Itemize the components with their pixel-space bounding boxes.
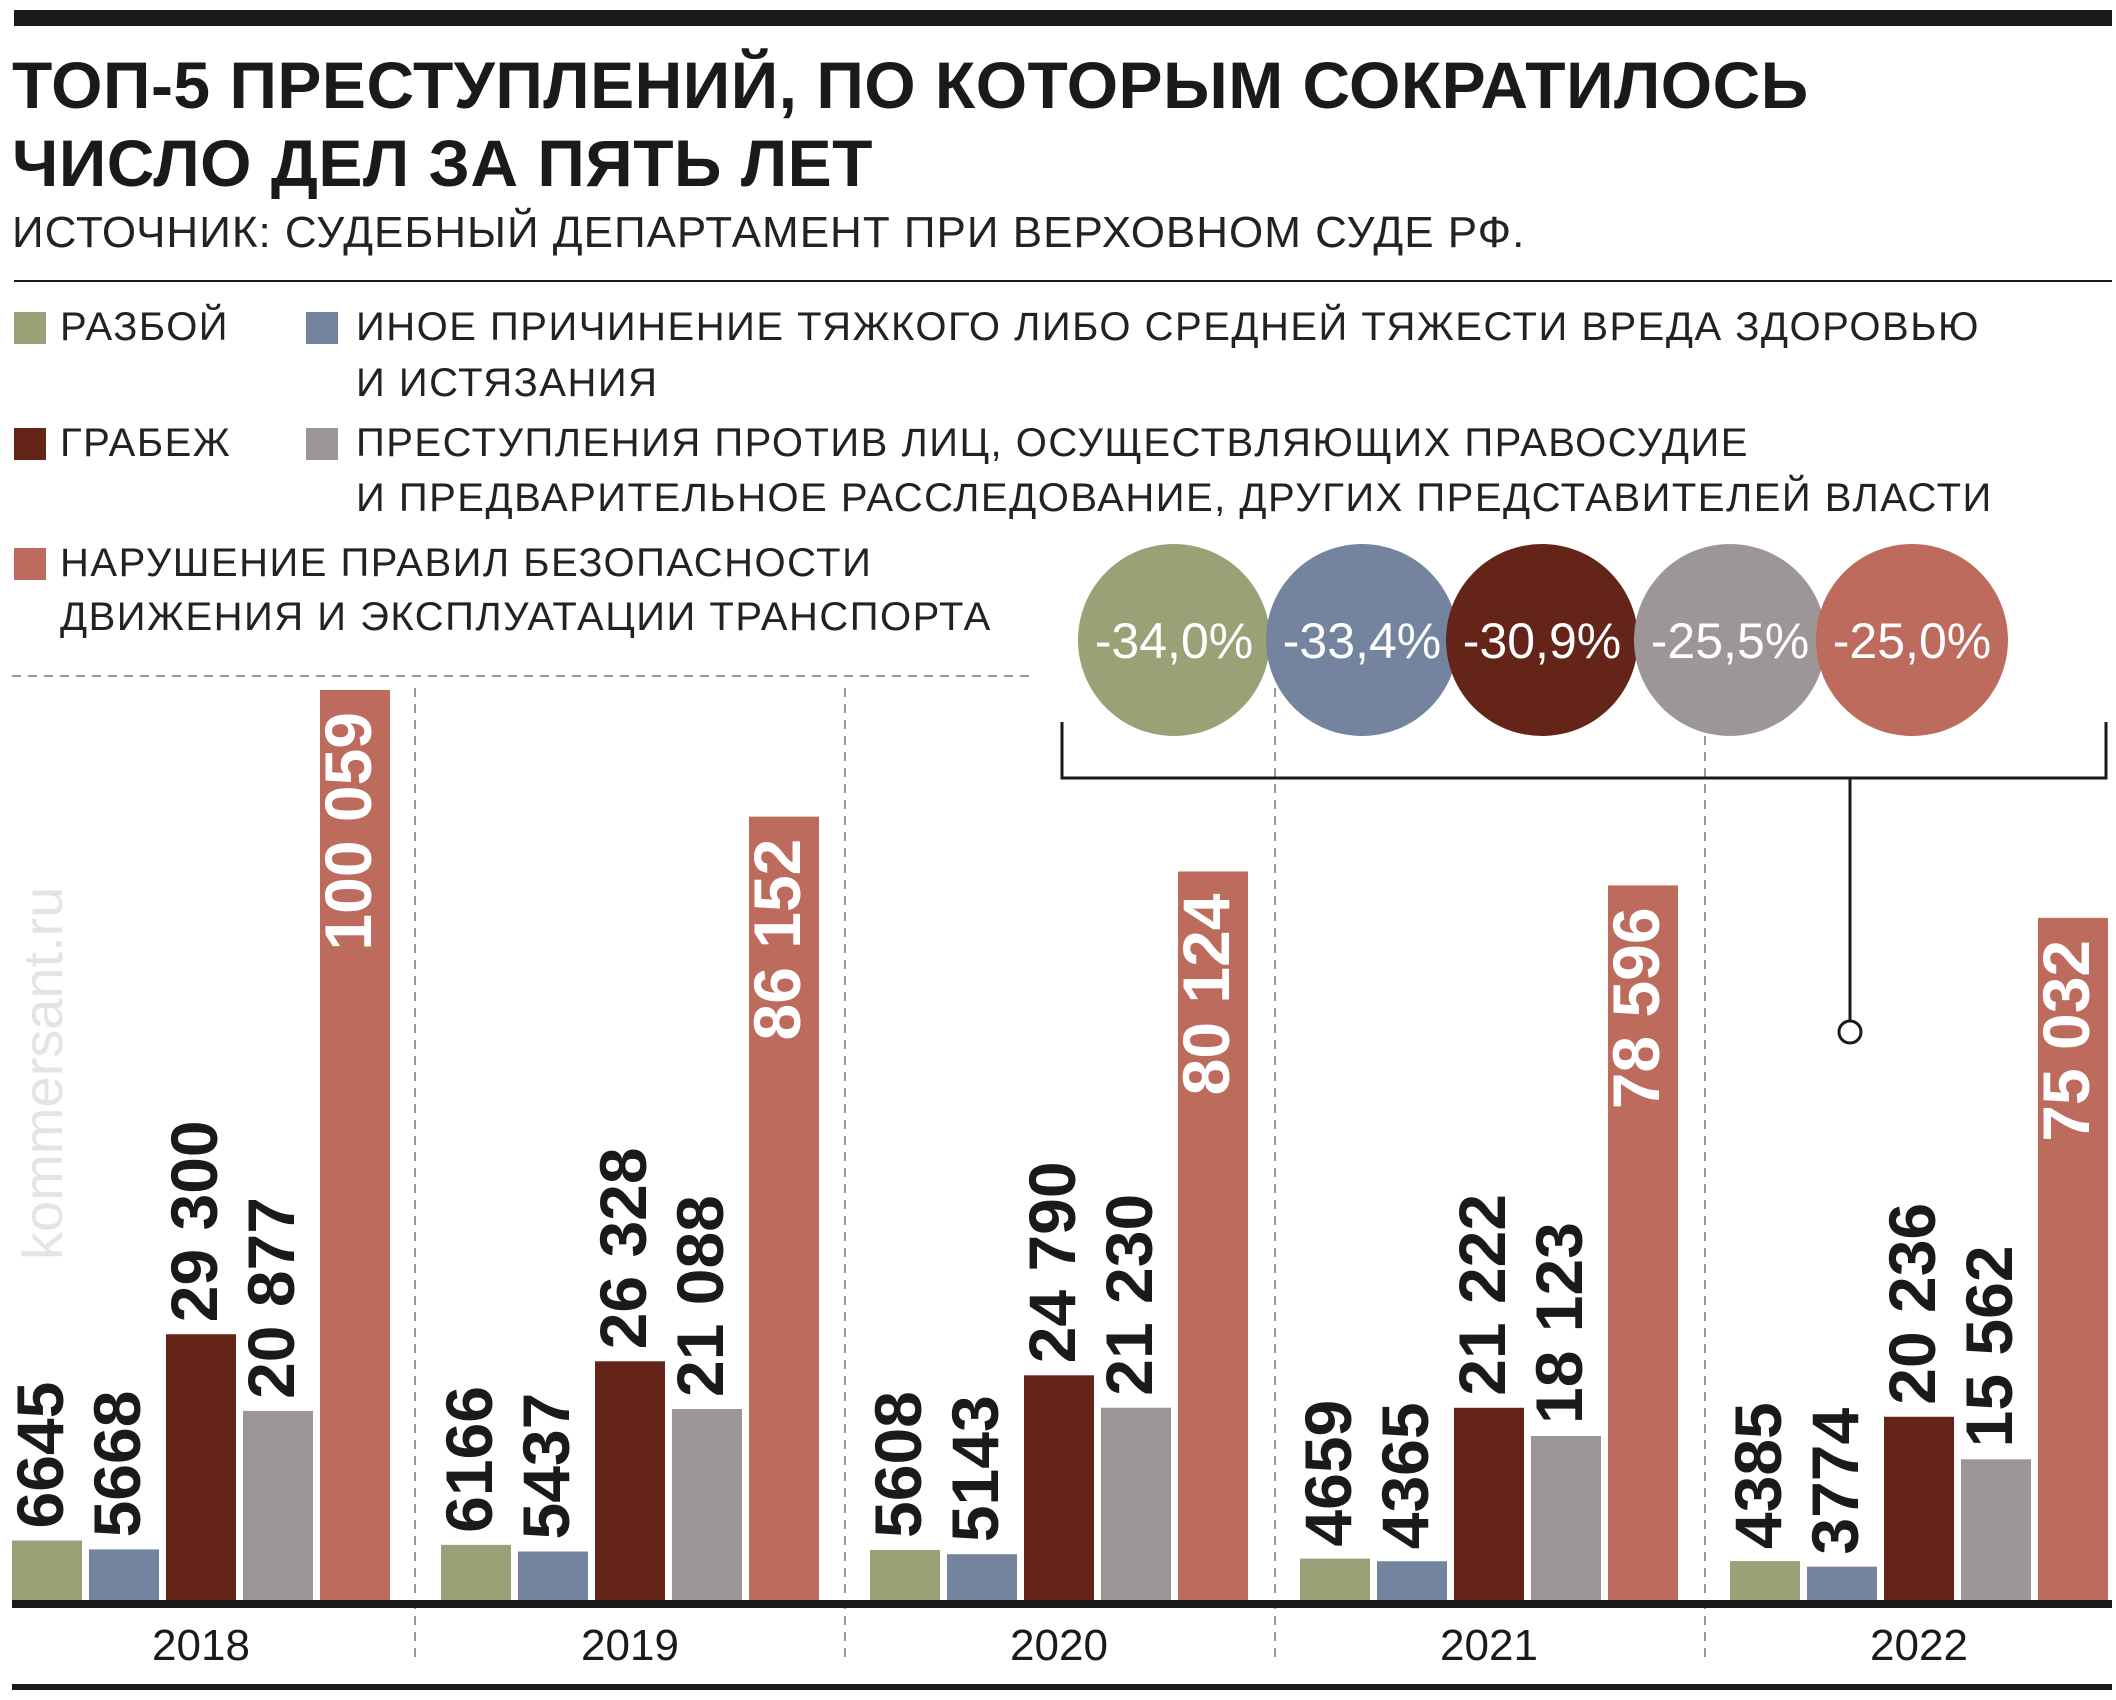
bottom-rule: [12, 1684, 2112, 1690]
bar-2019-series-3: [595, 1361, 665, 1601]
bar-2019-series-5: [749, 816, 819, 1601]
bar-2022-series-2: [1807, 1566, 1877, 1601]
value-label-2021-series-2: 4365: [1368, 1402, 1442, 1549]
legend-swatch-razboy: [14, 312, 46, 344]
value-label-2021-series-3: 21 222: [1445, 1194, 1519, 1396]
legend-swatch-harm: [306, 312, 338, 344]
value-label-2019-series-2: 5437: [509, 1393, 583, 1540]
legend-label-traffic-line-1: НАРУШЕНИЕ ПРАВИЛ БЕЗОПАСНОСТИ: [60, 541, 873, 585]
x-tick-label-2022: 2022: [1870, 1621, 1968, 1670]
chart-source: ИСТОЧНИК: СУДЕБНЫЙ ДЕПАРТАМЕНТ ПРИ ВЕРХО…: [12, 208, 1526, 257]
bar-2022-series-4: [1961, 1459, 2031, 1601]
change-circle-5: [1816, 544, 2008, 736]
value-label-2022-series-3: 20 236: [1875, 1203, 1949, 1405]
value-label-2019-series-5: 86 152: [740, 839, 814, 1041]
change-label-3: -30,9%: [1463, 613, 1621, 669]
bar-2019-series-4: [672, 1409, 742, 1601]
value-label-2022-series-1: 4385: [1721, 1402, 1795, 1549]
connector-dot: [1837, 1019, 1863, 1045]
value-label-2018-series-5: 100 059: [311, 712, 385, 951]
value-label-2020-series-3: 24 790: [1015, 1161, 1089, 1363]
legend-swatch-officials: [306, 428, 338, 460]
value-label-2018-series-4: 20 877: [234, 1197, 308, 1399]
legend-label-officials-line-2: И ПРЕДВАРИТЕЛЬНОЕ РАССЛЕДОВАНИЕ, ДРУГИХ …: [356, 476, 1993, 520]
value-label-2021-series-5: 78 596: [1599, 907, 1673, 1109]
change-circle-4: [1634, 544, 1826, 736]
legend-swatch-grabezh: [14, 428, 46, 460]
value-label-2020-series-2: 5143: [938, 1395, 1012, 1542]
change-circle-3: [1446, 544, 1638, 736]
change-bracket: [1060, 722, 2108, 780]
bar-2020-series-5: [1178, 871, 1248, 1601]
x-axis-baseline: [12, 1600, 2112, 1608]
x-tick-label-2019: 2019: [581, 1621, 679, 1670]
x-tick-label-2021: 2021: [1440, 1621, 1538, 1670]
bar-2018-series-5: [320, 690, 390, 1601]
bar-2019-series-2: [518, 1551, 588, 1601]
chart-title-line-2: ЧИСЛО ДЕЛ ЗА ПЯТЬ ЛЕТ: [12, 126, 873, 200]
bar-2018-series-1: [12, 1540, 82, 1601]
change-circle-2: [1266, 544, 1458, 736]
legend-label-officials-line-1: ПРЕСТУПЛЕНИЯ ПРОТИВ ЛИЦ, ОСУЩЕСТВЛЯЮЩИХ …: [356, 421, 1749, 465]
value-label-2018-series-3: 29 300: [157, 1120, 231, 1322]
value-label-2020-series-5: 80 124: [1169, 893, 1243, 1095]
bar-2020-series-2: [947, 1554, 1017, 1601]
change-label-2: -33,4%: [1283, 613, 1441, 669]
bar-2020-series-3: [1024, 1375, 1094, 1601]
bar-2018-series-2: [89, 1549, 159, 1601]
legend-swatch-traffic: [14, 548, 46, 580]
value-label-2019-series-1: 6166: [432, 1386, 506, 1533]
legend-label-razboy: РАЗБОЙ: [60, 305, 230, 349]
value-label-2019-series-4: 21 088: [663, 1195, 737, 1397]
bar-2022-series-1: [1730, 1561, 1800, 1601]
change-label-4: -25,5%: [1651, 613, 1809, 669]
legend-label-grabezh: ГРАБЕЖ: [60, 421, 232, 465]
value-label-2020-series-1: 5608: [861, 1391, 935, 1538]
bar-2021-series-4: [1531, 1435, 1601, 1601]
bar-2021-series-5: [1608, 885, 1678, 1601]
change-label-1: -34,0%: [1095, 613, 1253, 669]
value-label-2018-series-2: 5668: [80, 1391, 154, 1538]
value-label-2018-series-1: 6645: [3, 1382, 77, 1529]
x-tick-label-2020: 2020: [1010, 1621, 1108, 1670]
bar-2021-series-3: [1454, 1407, 1524, 1601]
top-rule: [14, 10, 2112, 26]
value-label-2022-series-2: 3774: [1798, 1408, 1872, 1555]
change-circle-1: [1078, 544, 1270, 736]
bar-2018-series-3: [166, 1334, 236, 1601]
change-label-5: -25,0%: [1833, 613, 1991, 669]
value-label-2020-series-4: 21 230: [1092, 1194, 1166, 1396]
bar-2021-series-1: [1300, 1558, 1370, 1601]
bar-2019-series-1: [441, 1544, 511, 1601]
legend-label-harm-line-2: И ИСТЯЗАНИЯ: [356, 361, 659, 405]
value-label-2021-series-1: 4659: [1291, 1400, 1365, 1547]
subtitle-rule: [14, 280, 2112, 282]
value-label-2019-series-3: 26 328: [586, 1147, 660, 1349]
watermark: kommersant.ru: [11, 887, 74, 1260]
bar-2022-series-3: [1884, 1416, 1954, 1601]
legend-label-traffic-line-2: ДВИЖЕНИЯ И ЭКСПЛУАТАЦИИ ТРАНСПОРТА: [60, 595, 992, 639]
chart-title-line-1: ТОП-5 ПРЕСТУПЛЕНИЙ, ПО КОТОРЫМ СОКРАТИЛО…: [12, 48, 1809, 122]
bar-2020-series-1: [870, 1549, 940, 1601]
bar-2022-series-5: [2038, 917, 2108, 1601]
bar-2020-series-4: [1101, 1407, 1171, 1601]
bar-2021-series-2: [1377, 1561, 1447, 1601]
value-label-2022-series-5: 75 032: [2029, 940, 2103, 1142]
value-label-2022-series-4: 15 562: [1952, 1245, 2026, 1447]
value-label-2021-series-4: 18 123: [1522, 1222, 1596, 1424]
bar-2018-series-4: [243, 1410, 313, 1601]
legend-label-harm-line-1: ИНОЕ ПРИЧИНЕНИЕ ТЯЖКОГО ЛИБО СРЕДНЕЙ ТЯЖ…: [356, 305, 1980, 349]
x-tick-label-2018: 2018: [152, 1621, 250, 1670]
